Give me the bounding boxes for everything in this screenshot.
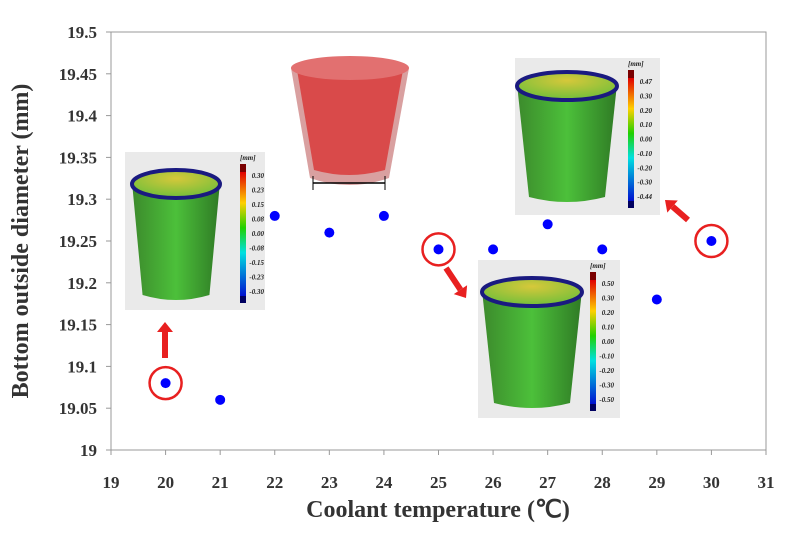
y-tick-label: 19.3 (67, 190, 97, 209)
colorbar-label: 0.30 (602, 295, 615, 303)
data-point (215, 394, 226, 405)
colorbar-label: -0.20 (637, 164, 652, 172)
y-tick-label: 19.45 (59, 65, 97, 84)
colorbar-label: 0.00 (602, 338, 615, 346)
x-tick-label: 22 (266, 473, 283, 492)
colorbar-label: -0.30 (599, 382, 614, 390)
y-tick-label: 19 (80, 441, 97, 460)
colorbar-label: -0.30 (249, 288, 264, 296)
colorbar-top (628, 70, 634, 78)
colorbar-label: 0.30 (640, 92, 653, 100)
colorbar-label: 0.47 (640, 78, 653, 86)
colorbar-top (590, 272, 596, 280)
colorbar-label: -0.08 (249, 245, 264, 253)
y-tick-label: 19.4 (67, 107, 97, 126)
x-tick-label: 23 (321, 473, 338, 492)
colorbar-label: 0.00 (640, 136, 653, 144)
x-tick-label: 20 (157, 473, 174, 492)
cup-rim (130, 168, 222, 200)
data-point (542, 219, 553, 230)
highlight-circle (421, 232, 456, 267)
colorbar-label: 0.08 (252, 216, 265, 224)
colorbar-label: 0.15 (252, 201, 265, 209)
x-tick-label: 26 (485, 473, 502, 492)
x-tick-label: 28 (594, 473, 611, 492)
data-point (597, 244, 608, 255)
y-tick-label: 19.2 (67, 274, 97, 293)
y-tick-label: 19.15 (59, 316, 97, 335)
y-axis-label: Bottom outside diameter (mm) (8, 84, 34, 399)
data-point (160, 378, 171, 389)
cup-body (517, 84, 617, 202)
colorbar-label: -0.20 (599, 367, 614, 375)
colorbar-label: -0.44 (637, 193, 652, 201)
colorbar-label: -0.10 (637, 150, 652, 158)
x-tick-label: 29 (648, 473, 665, 492)
y-tick-label: 19.25 (59, 232, 97, 251)
cup-body (482, 290, 582, 408)
deviation-map-25C: [mm] 0.50 0.30 0.20 0.10 0.00 -0.10 -0.20 -0.30 -… (478, 260, 620, 418)
colorbar-label: -0.10 (599, 353, 614, 361)
colorbar-label: -0.15 (249, 259, 264, 267)
colorbar-label: 0.20 (640, 107, 653, 115)
data-point (378, 210, 389, 221)
colorbar-top (240, 164, 246, 172)
data-point (324, 227, 335, 238)
data-point (269, 210, 280, 221)
cup-inner (297, 70, 403, 175)
colorbar-bottom (628, 201, 634, 208)
colorbar-label: 0.00 (252, 230, 265, 238)
colorbar-label: 0.50 (602, 280, 615, 288)
y-tick-label: 19.05 (59, 399, 97, 418)
colorbar-label: 0.23 (252, 187, 265, 195)
colorbar-unit: [mm] (590, 262, 606, 270)
cup-rim (515, 70, 619, 102)
x-tick-label: 25 (430, 473, 447, 492)
x-tick-label: 27 (539, 473, 557, 492)
colorbar-bottom (240, 296, 246, 303)
colorbar-label: -0.23 (249, 274, 264, 282)
x-axis-label: Coolant temperature (℃) (306, 497, 570, 523)
red-arrow (443, 266, 463, 292)
x-tick-label: 21 (212, 473, 229, 492)
red-arrow (670, 204, 690, 223)
colorbar (628, 78, 634, 201)
colorbar-bottom (590, 404, 596, 411)
colorbar-unit: [mm] (628, 60, 644, 68)
colorbar (590, 280, 596, 404)
colorbar (240, 172, 246, 296)
highlight-circle (694, 223, 729, 259)
deviation-map-30C: [mm] 0.47 0.30 0.20 0.10 0.00 -0.10 -0.20 -0.30 -… (515, 58, 660, 215)
colorbar-label: 0.10 (602, 324, 615, 332)
red-arrow-head (665, 200, 678, 213)
data-point (488, 244, 499, 255)
red-arrow-head (453, 285, 468, 298)
data-point (706, 236, 717, 246)
deviation-map-20C: [mm] 0.30 0.23 0.15 0.08 0.00 -0.08 -0.15 -0.23 -… (125, 152, 265, 310)
cup-schematic (291, 56, 409, 190)
colorbar-label: 0.20 (602, 309, 615, 317)
y-tick-label: 19.5 (67, 23, 97, 42)
highlight-circle (148, 365, 183, 401)
x-tick-label: 31 (758, 473, 775, 492)
colorbar-label: 0.10 (640, 121, 653, 129)
data-point (433, 244, 444, 255)
cup-rim (480, 276, 584, 308)
colorbar-label: -0.50 (599, 396, 614, 404)
colorbar-label: -0.30 (637, 179, 652, 187)
y-tick-label: 19.35 (59, 148, 97, 167)
colorbar-unit: [mm] (240, 154, 256, 162)
colorbar-label: 0.30 (252, 172, 265, 180)
red-arrow-head (157, 322, 173, 332)
x-tick-label: 19 (103, 473, 120, 492)
y-tick-label: 19.1 (67, 357, 97, 376)
cup-body (132, 182, 220, 300)
cup-top (291, 56, 409, 80)
x-tick-label: 30 (703, 473, 720, 492)
x-tick-label: 24 (375, 473, 393, 492)
data-point (651, 294, 662, 305)
